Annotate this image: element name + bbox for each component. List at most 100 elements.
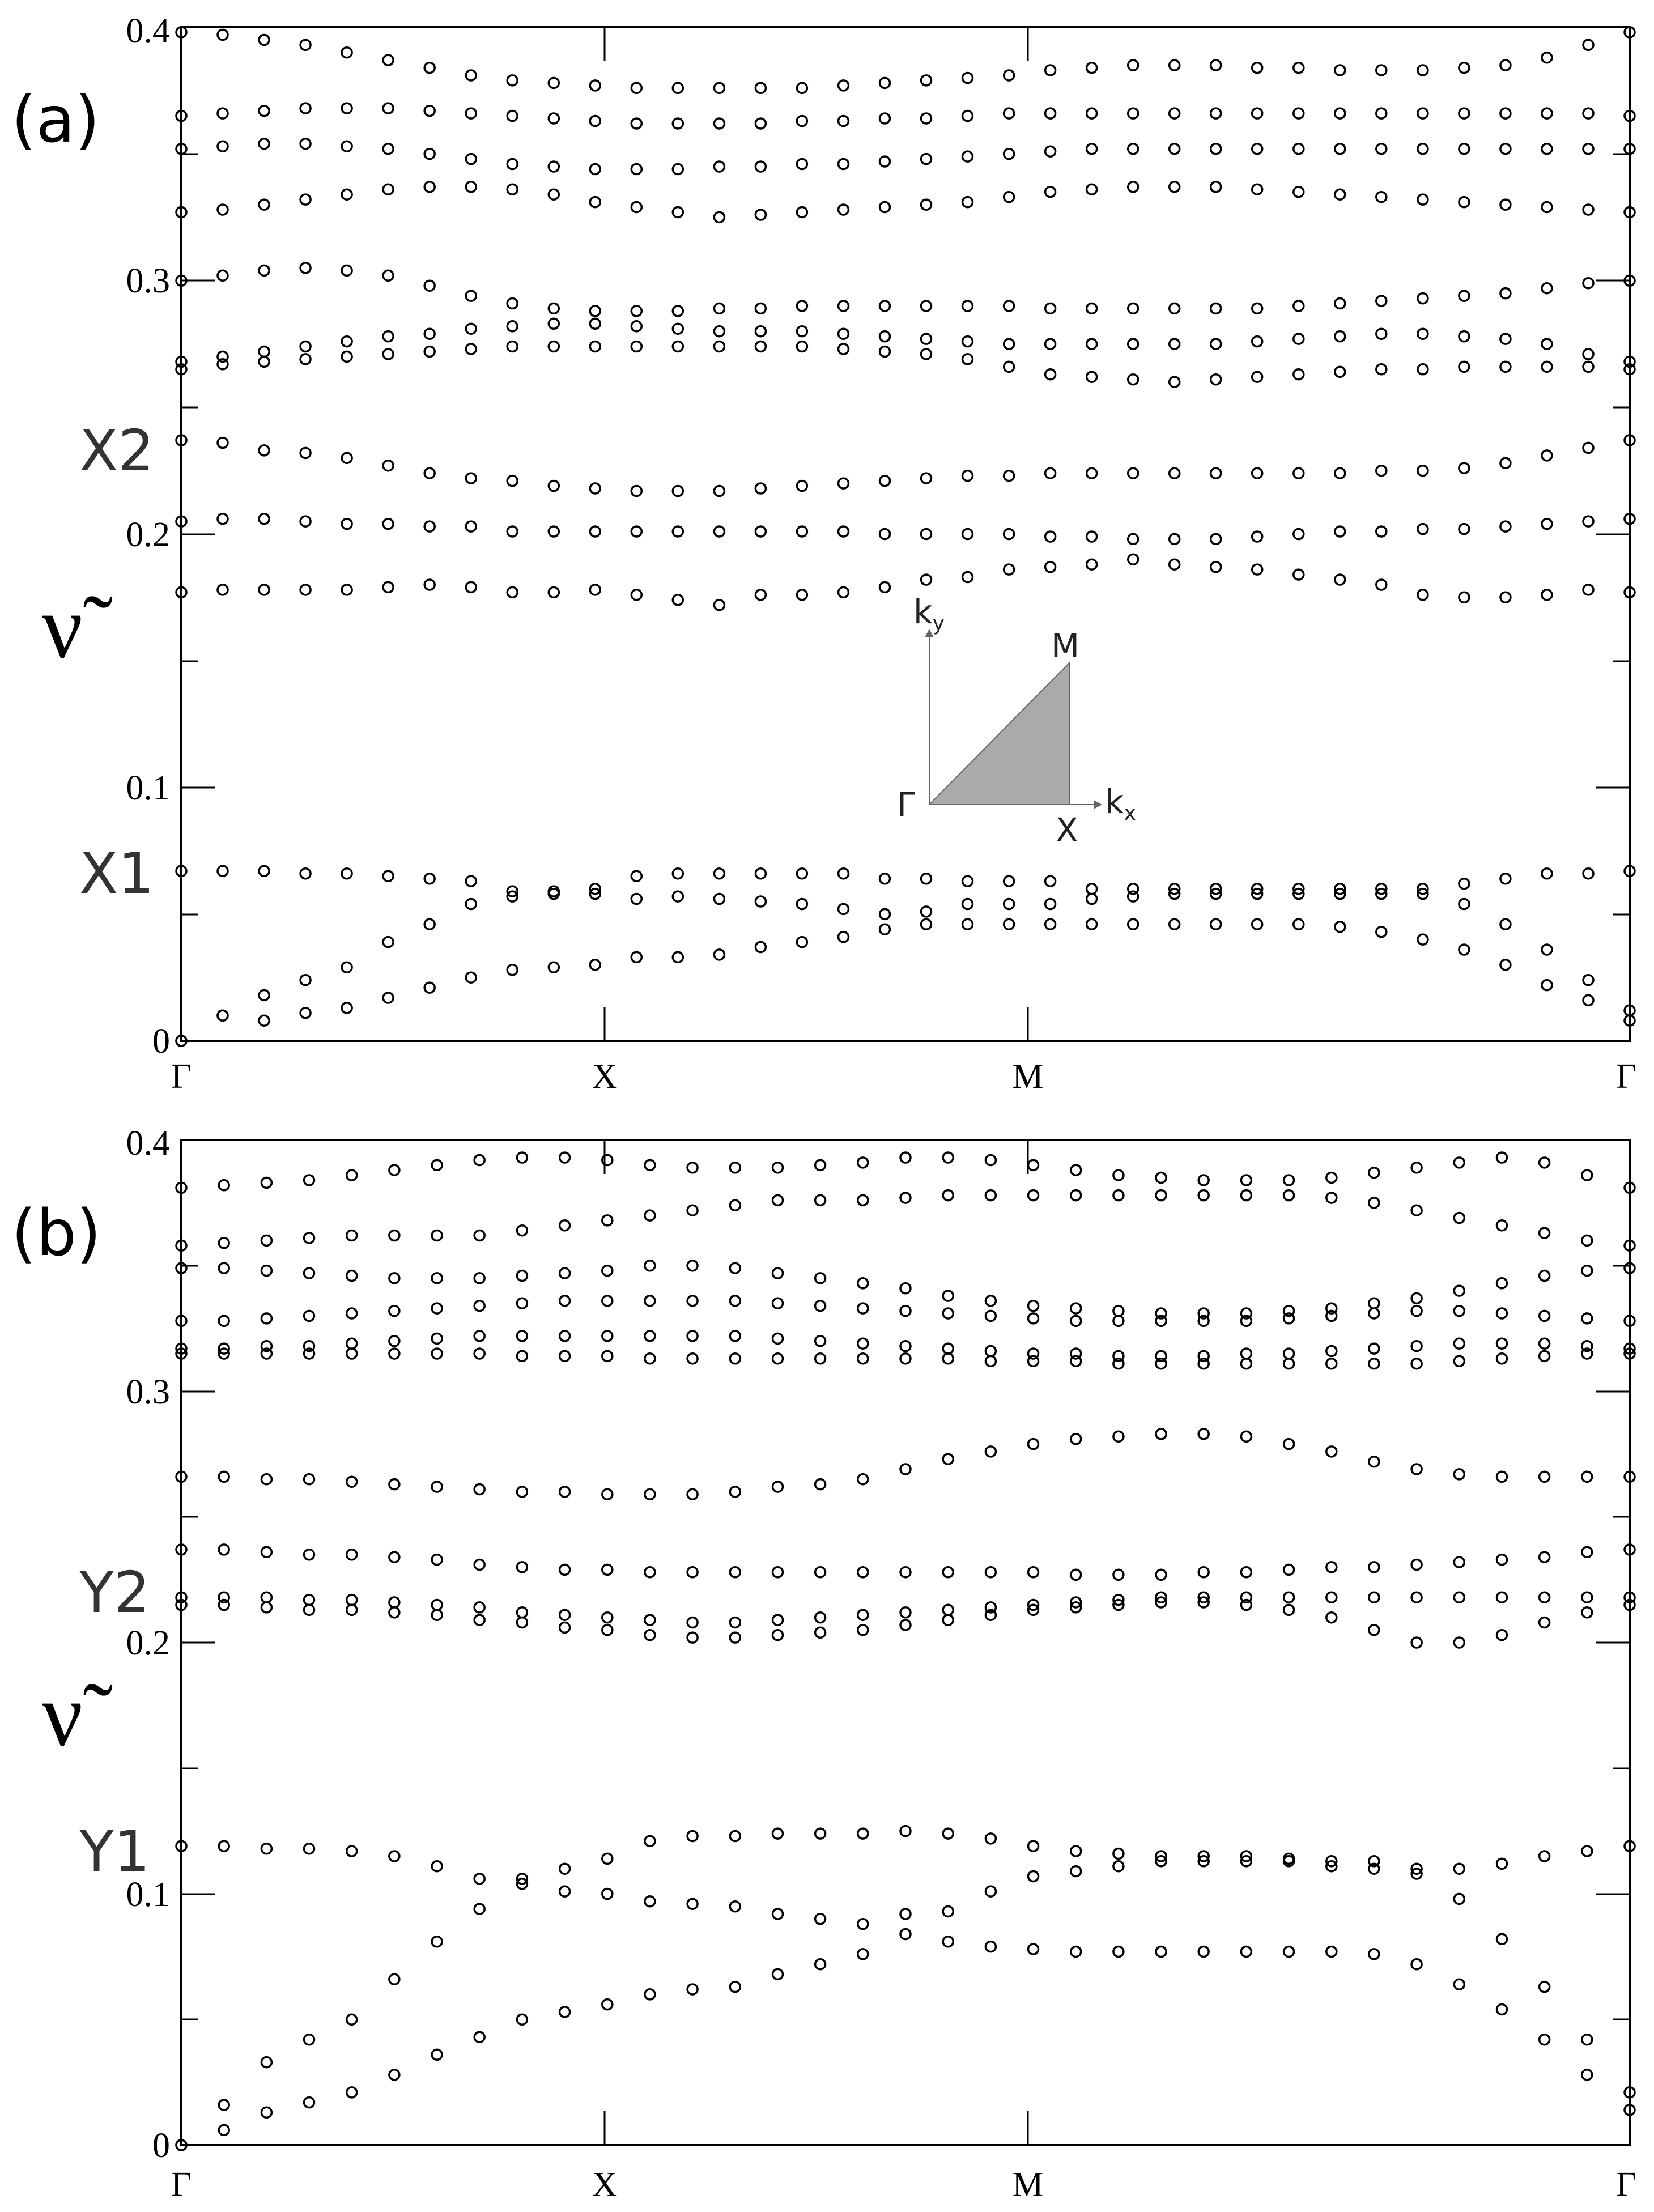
band-point <box>961 875 974 887</box>
band-point <box>431 2048 443 2061</box>
band-point <box>1410 1304 1423 1317</box>
band-point <box>506 297 518 310</box>
band-point <box>1417 64 1429 76</box>
band-point <box>686 1330 699 1342</box>
band-point <box>258 345 270 358</box>
band-point <box>878 528 891 541</box>
band-point <box>516 1616 529 1629</box>
band-point <box>299 340 312 353</box>
band-point <box>1541 449 1553 462</box>
band-point <box>382 870 394 883</box>
band-point <box>1027 1840 1040 1852</box>
band-point <box>388 1164 401 1176</box>
band-point <box>1458 330 1470 343</box>
band-point <box>258 1014 270 1027</box>
band-point <box>1168 142 1181 155</box>
x-tick-label: X <box>592 2166 618 2204</box>
band-point <box>878 873 891 885</box>
band-point <box>216 584 229 596</box>
band-point <box>1410 1636 1423 1649</box>
band-point <box>516 1878 529 1890</box>
band-point <box>1582 276 1595 290</box>
band-point <box>1334 920 1346 933</box>
band-point <box>814 1958 827 1971</box>
band-point <box>961 918 974 931</box>
x-ticks-a <box>603 27 1029 1041</box>
band-point <box>644 1566 656 1579</box>
band-point <box>516 1606 529 1619</box>
band-point <box>686 1162 699 1174</box>
band-point <box>984 1309 997 1322</box>
band-point <box>601 1624 614 1636</box>
band-point <box>713 117 726 130</box>
band-point <box>1002 147 1015 160</box>
band-point <box>686 1352 699 1365</box>
band-point <box>1581 1470 1593 1483</box>
band-point <box>1417 363 1429 376</box>
band-point <box>1325 1309 1338 1322</box>
band-point <box>1085 530 1098 543</box>
band-point <box>686 1898 699 1910</box>
band-point <box>465 971 477 984</box>
band-point <box>837 930 850 943</box>
band-point <box>1538 1156 1551 1169</box>
band-point <box>1112 1847 1125 1860</box>
band-point <box>1334 887 1346 900</box>
band-point <box>1085 892 1098 905</box>
band-point <box>857 1827 869 1840</box>
band-point <box>1027 1870 1040 1883</box>
band-point <box>260 2106 273 2119</box>
band-point <box>601 1214 614 1227</box>
band-point <box>920 112 933 125</box>
band-point <box>465 152 477 165</box>
band-point <box>260 1312 273 1325</box>
band-point <box>258 584 270 596</box>
band-point <box>814 1626 827 1639</box>
band-point <box>1453 1156 1466 1169</box>
band-point <box>1197 1189 1210 1202</box>
y-axis-label-a: ν̃ <box>42 576 113 677</box>
band-point <box>671 484 684 497</box>
band-point <box>216 140 229 152</box>
band-point <box>1453 1892 1466 1905</box>
kx-arrow-icon <box>1094 800 1102 809</box>
band-point <box>1495 1352 1508 1365</box>
band-point <box>1027 1159 1040 1172</box>
band-point <box>473 1601 486 1614</box>
band-point <box>644 1159 656 1172</box>
band-point <box>630 340 643 353</box>
band-point <box>506 525 518 538</box>
band-point <box>1209 302 1222 315</box>
band-point <box>1240 1591 1253 1603</box>
band-point <box>1334 188 1346 201</box>
band-point <box>1085 558 1098 571</box>
band-point <box>465 69 477 82</box>
band-point <box>303 1347 316 1360</box>
x-tick-label: X <box>592 1057 618 1096</box>
band-point <box>1417 933 1429 946</box>
band-point <box>1458 290 1470 302</box>
band-point <box>1069 1189 1082 1202</box>
band-point <box>558 1330 571 1342</box>
band-point <box>796 158 809 171</box>
band-point <box>713 948 726 961</box>
band-point <box>729 1262 742 1274</box>
band-point <box>1240 1189 1253 1202</box>
band-point <box>558 1862 571 1875</box>
band-point <box>216 512 229 525</box>
band-point <box>961 71 974 84</box>
band-point <box>1240 1430 1253 1443</box>
band-point <box>644 1835 656 1848</box>
band-point <box>899 1192 912 1204</box>
band-point <box>1168 376 1181 388</box>
band-point <box>1375 142 1388 155</box>
band-point <box>1417 887 1429 900</box>
band-point <box>260 1176 273 1189</box>
band-point <box>1410 1558 1423 1571</box>
band-point <box>1495 1337 1508 1350</box>
band-point <box>630 201 643 214</box>
band-point <box>1325 1855 1338 1868</box>
band-point <box>506 183 518 195</box>
band-point <box>547 160 560 173</box>
band-point <box>837 203 850 216</box>
